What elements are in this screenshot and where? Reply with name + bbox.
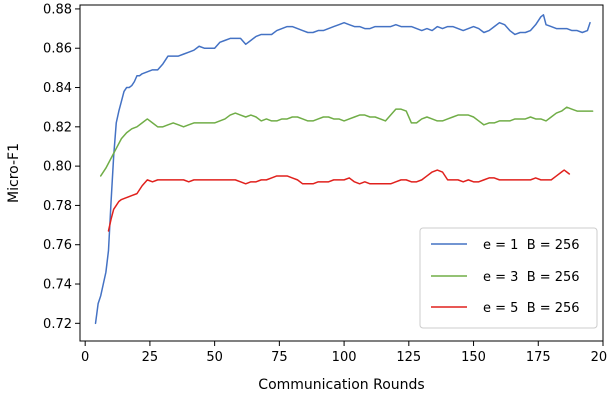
x-tick-label: 175 xyxy=(526,350,551,365)
x-tick-label: 150 xyxy=(461,350,486,365)
x-tick-label: 200 xyxy=(591,350,607,365)
y-tick-label: 0.86 xyxy=(43,42,72,57)
legend: e = 1 B = 256 e = 3 B = 256 e = 5 B = 25… xyxy=(419,227,598,329)
legend-label-e1: e = 1 B = 256 xyxy=(483,238,580,253)
plot-area-frame xyxy=(79,4,604,342)
series-line-e5 xyxy=(107,169,571,232)
legend-label-e3: e = 3 B = 256 xyxy=(483,270,580,285)
legend-box xyxy=(419,227,598,329)
series-layer xyxy=(94,14,594,325)
y-tick-label: 0.84 xyxy=(43,81,72,96)
y-tick-label: 0.72 xyxy=(43,317,72,332)
y-tick-label: 0.74 xyxy=(43,278,72,293)
x-axis-title: Communication Rounds xyxy=(258,377,424,393)
y-tick-label: 0.78 xyxy=(43,199,72,214)
y-axis-title: Micro-F1 xyxy=(6,143,22,203)
x-tick-label: 125 xyxy=(396,350,421,365)
legend-label-e5: e = 5 B = 256 xyxy=(483,301,580,316)
x-tick-label: 100 xyxy=(332,350,357,365)
tick-layer: 0 25 50 75 100 125 150 175 200 0.72 0.74 0.76 0.78 0.… xyxy=(43,2,607,365)
x-tick-label: 25 xyxy=(142,350,159,365)
y-tick-label: 0.88 xyxy=(43,2,72,17)
y-tick-label: 0.76 xyxy=(43,238,72,253)
x-tick-label: 0 xyxy=(81,350,89,365)
series-line-e1 xyxy=(94,14,591,325)
y-tick-label: 0.82 xyxy=(43,120,72,135)
x-tick-label: 75 xyxy=(271,350,288,365)
series-line-e3 xyxy=(99,106,594,177)
x-tick-label: 50 xyxy=(206,350,223,365)
y-tick-label: 0.80 xyxy=(43,160,72,175)
